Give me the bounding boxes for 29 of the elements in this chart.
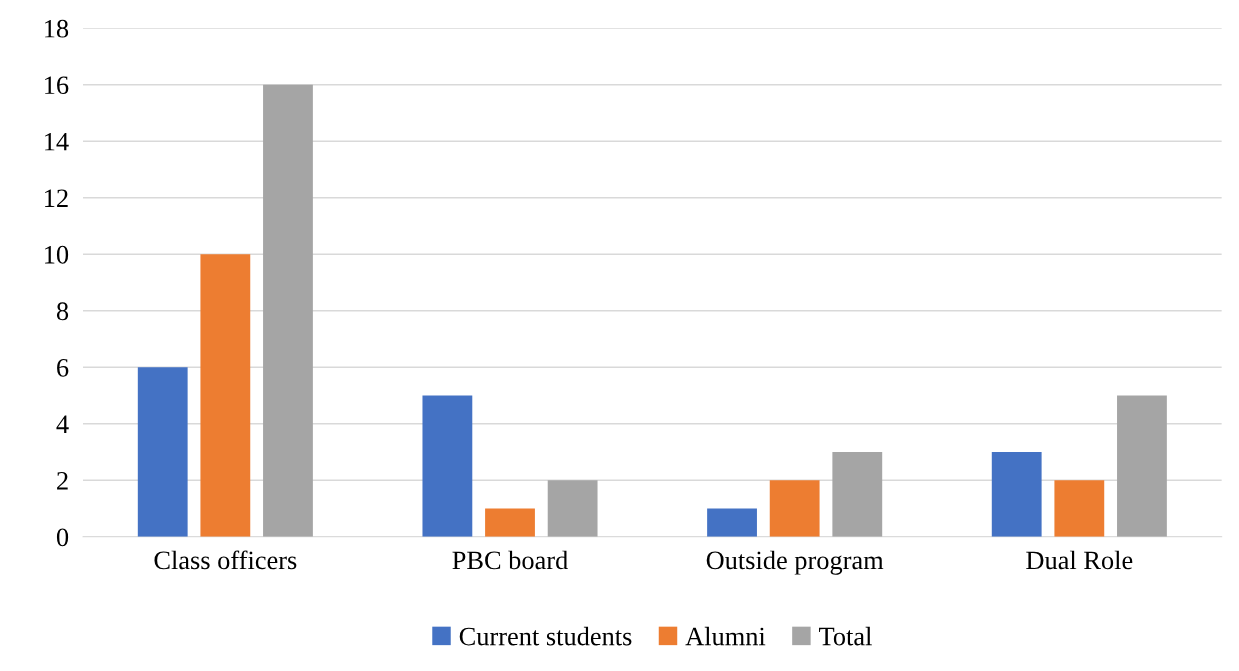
bar (263, 84, 313, 537)
x-tick-label: Class officers (154, 550, 297, 570)
bar (991, 452, 1042, 537)
y-tick-label: 2 (57, 471, 68, 490)
y-tick-label: 0 (56, 528, 69, 547)
y-tick-label: 16 (45, 76, 69, 95)
bar (200, 254, 251, 537)
bar (137, 367, 188, 537)
bar (1117, 395, 1167, 537)
bar (1054, 480, 1105, 537)
bar (547, 480, 598, 537)
legend-label: Alumni (685, 626, 766, 646)
x-tick-label: Outside program (706, 550, 884, 575)
x-tick-label: Dual Role (1026, 550, 1133, 570)
y-tick-label: 14 (45, 132, 69, 151)
y-tick-label: 10 (45, 245, 69, 264)
bar (769, 480, 820, 537)
bar (832, 452, 883, 537)
bar (485, 508, 535, 537)
x-tick-label: PBC board (452, 550, 568, 570)
y-tick-label: 12 (45, 189, 68, 207)
bar (422, 395, 473, 537)
legend-label: Current students (459, 626, 632, 646)
legend-label: Total (819, 626, 872, 646)
bar (707, 508, 757, 537)
y-tick-label: 6 (57, 358, 69, 377)
y-tick-label: 4 (56, 415, 69, 433)
y-tick-label: 8 (56, 302, 69, 321)
y-tick-label: 18 (45, 19, 69, 38)
